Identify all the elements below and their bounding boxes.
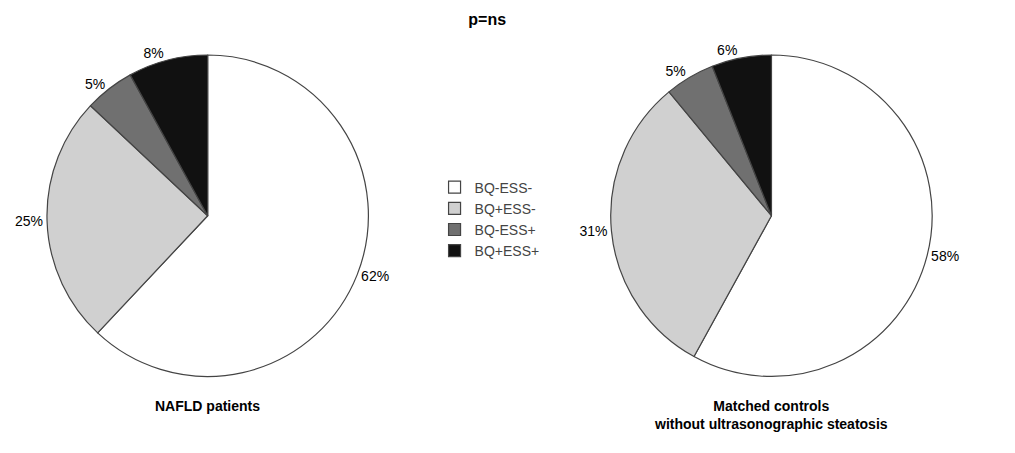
svg-text:62%: 62% bbox=[361, 268, 389, 284]
svg-text:8%: 8% bbox=[143, 45, 163, 61]
svg-text:BQ+ESS+: BQ+ESS+ bbox=[475, 243, 540, 259]
svg-text:BQ-ESS+: BQ-ESS+ bbox=[475, 222, 536, 238]
svg-text:5%: 5% bbox=[665, 63, 685, 79]
svg-text:58%: 58% bbox=[931, 248, 959, 264]
svg-text:BQ+ESS-: BQ+ESS- bbox=[475, 201, 536, 217]
svg-text:NAFLD patients: NAFLD patients bbox=[155, 398, 260, 414]
svg-text:BQ-ESS-: BQ-ESS- bbox=[475, 180, 533, 196]
svg-text:p=ns: p=ns bbox=[468, 11, 506, 28]
svg-text:Matched controlswithout ultras: Matched controlswithout ultrasonographic… bbox=[654, 398, 888, 432]
svg-text:25%: 25% bbox=[15, 213, 43, 229]
svg-text:5%: 5% bbox=[85, 76, 105, 92]
svg-text:31%: 31% bbox=[579, 223, 607, 239]
svg-text:6%: 6% bbox=[717, 42, 737, 58]
